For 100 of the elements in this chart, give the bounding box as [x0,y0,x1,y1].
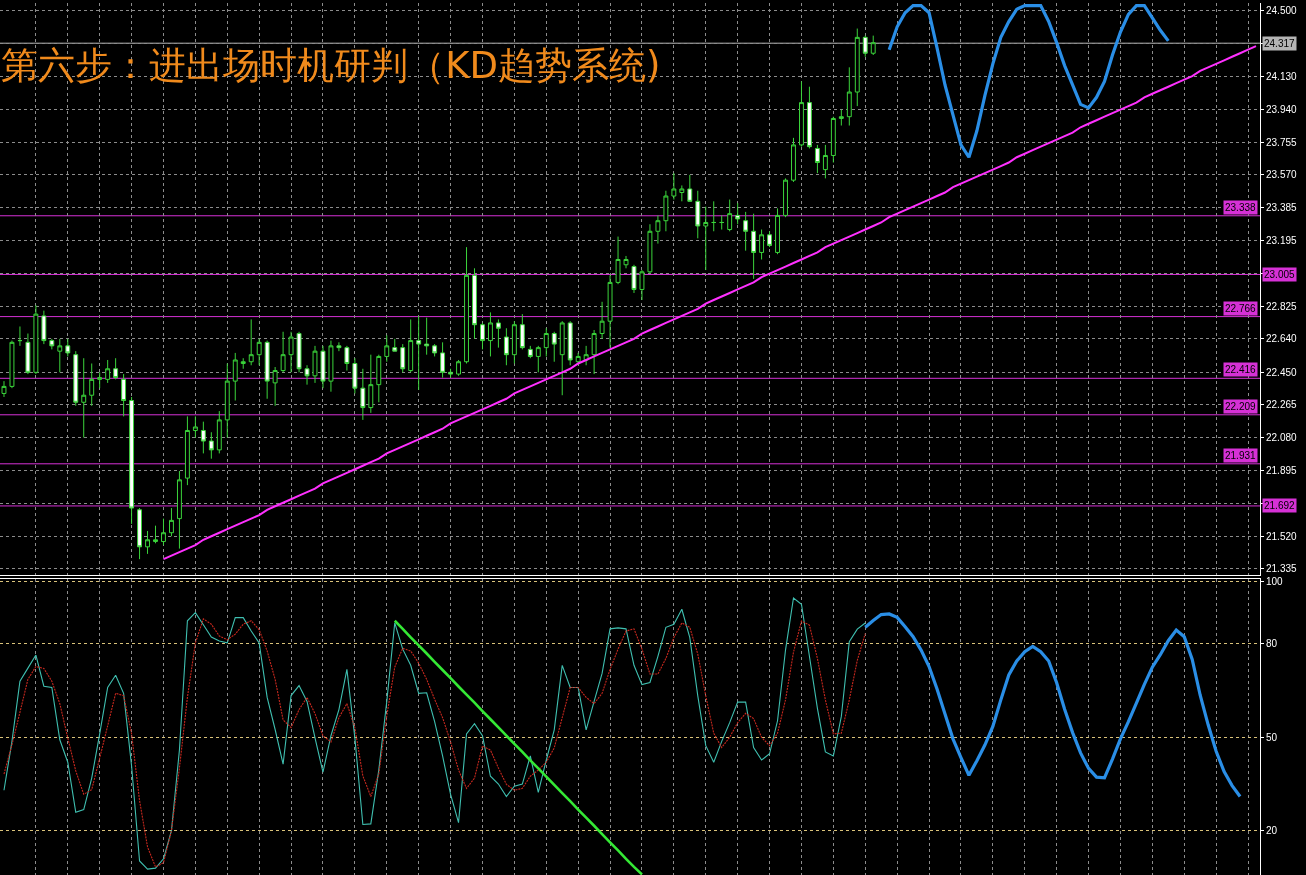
candlestick [464,246,469,364]
candlestick [663,190,669,232]
candlestick [719,214,725,231]
candlestick [783,177,788,218]
candlestick [759,229,765,260]
candlestick [280,331,286,373]
candlestick [838,109,844,127]
candlestick [599,301,605,340]
candlestick [328,340,334,393]
candlestick [73,350,79,407]
candlestick [440,341,446,379]
candlestick [743,211,749,252]
candlestick [169,507,174,537]
y-tick-label: 21.335 [1266,563,1298,575]
candlestick [424,317,430,356]
candlestick [480,322,485,350]
candlestick [822,144,828,179]
candlestick [695,190,701,239]
candlestick [791,137,796,183]
candlestick [344,345,350,372]
y-tick-label: 22.825 [1266,300,1298,312]
candlestick [591,329,597,375]
candlestick [153,525,158,544]
y-tick-label: 22.450 [1266,366,1298,378]
candlestick [559,320,565,396]
candlestick [33,304,39,375]
candlestick [503,327,509,366]
candlestick [176,470,182,550]
ref-line-label: 23.338 [1225,202,1257,213]
candlestick [814,144,820,174]
ref-line-label: 21.692 [1264,500,1296,511]
candlestick [854,28,860,107]
candlestick [25,333,31,375]
y-tick-label: 23.385 [1266,201,1298,213]
candlestick [240,357,246,370]
candlestick [184,415,190,486]
candlestick [615,236,621,285]
candlestick [145,530,150,555]
candlestick [727,199,733,232]
candlestick [161,518,166,546]
candlestick [320,345,326,389]
candlestick [208,431,214,460]
candlestick [631,264,637,294]
candlestick [256,338,262,366]
candlestick [655,214,661,245]
y-tick-label: 22.080 [1266,432,1298,444]
candlestick [49,338,55,350]
candlestick [583,345,589,366]
candlestick [751,213,757,280]
y-tick-label: 24.130 [1266,70,1298,82]
candlestick [671,172,677,201]
y-tick-label: 23.755 [1266,136,1298,148]
y-tick-label: 21.520 [1266,530,1298,542]
candlestick [408,318,414,373]
ref-line-label: 22.209 [1225,401,1257,412]
candlestick [368,354,374,414]
y-tick-label: 23.195 [1266,235,1298,247]
y-tick-label: 21.895 [1266,464,1298,476]
candlestick [679,184,685,202]
y-tick-label: 80 [1266,638,1278,650]
candlestick [65,338,71,357]
candlestick [137,507,143,560]
candlestick [264,340,270,400]
candlestick [862,35,868,58]
candlestick [487,311,493,357]
candlestick [575,352,581,366]
candlestick [9,340,15,389]
candlestick [527,345,533,359]
candlestick [312,345,318,384]
ref-line-label: 23.005 [1264,269,1296,280]
candlestick [360,368,366,421]
ref-line-label: 24.317 [1264,38,1296,49]
text: 第六步：进出场时机研判（KD趋势系统) [1,43,661,87]
candlestick [799,80,804,148]
line-series [393,619,644,875]
y-tick-label: 22.265 [1266,399,1298,411]
ref-line-label: 22.766 [1225,303,1257,314]
candlestick [89,362,95,407]
candlestick [105,359,111,384]
candlestick [97,371,103,389]
candlestick [304,364,310,386]
candlestick [129,396,135,525]
candlestick [495,318,501,349]
ref-line-label: 21.931 [1225,450,1257,461]
y-tick-label: 23.570 [1266,169,1298,181]
line-series [863,612,1242,799]
candlestick [416,315,422,391]
candlestick [711,200,717,232]
candlestick [336,341,342,352]
line-series [887,4,1170,159]
candlestick [296,331,302,373]
candlestick [703,206,709,271]
candlestick [535,345,541,373]
candlestick [519,313,525,350]
candlestick [41,310,47,345]
candlestick [567,320,573,366]
candlestick [352,357,358,394]
candlestick [639,269,645,301]
candlestick [846,66,852,127]
candlestick [456,359,461,377]
